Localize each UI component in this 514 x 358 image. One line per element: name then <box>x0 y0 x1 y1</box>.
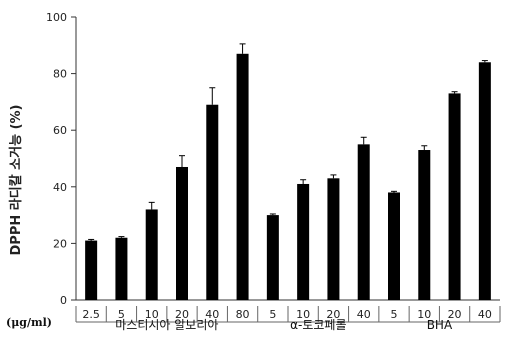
y-tick-label: 100 <box>46 11 67 24</box>
y-tick-label: 40 <box>53 181 67 194</box>
x-tick-label: 5 <box>269 308 276 321</box>
y-axis-label: DPPH 라디칼 소거능 (%) <box>8 105 24 256</box>
x-tick-label: 40 <box>478 308 492 321</box>
bar <box>176 166 188 300</box>
group-label: α-토코페롤 <box>290 318 346 332</box>
bar <box>388 192 400 300</box>
bars-layer <box>85 43 491 300</box>
x-tick-label: 20 <box>448 308 462 321</box>
y-tick-label: 0 <box>60 294 67 307</box>
x-tick-label: 2.5 <box>82 308 100 321</box>
bar <box>115 237 128 300</box>
x-tick-label: 20 <box>326 308 340 321</box>
bar <box>297 183 310 300</box>
x-tick-label: 5 <box>391 308 398 321</box>
y-tick-label: 20 <box>53 237 67 250</box>
bar <box>448 93 461 300</box>
x-tick-label: 10 <box>417 308 431 321</box>
x-tick-label: 40 <box>357 308 371 321</box>
x-unit-label: (μg/ml) <box>6 316 52 329</box>
bar <box>145 209 158 300</box>
y-tick-label: 80 <box>53 68 67 81</box>
x-tick-label: 5 <box>118 308 125 321</box>
x-tick-label: 40 <box>205 308 219 321</box>
bar <box>236 53 249 300</box>
group-label: 마스티시아 알보리아 <box>115 318 218 332</box>
bar <box>418 150 431 300</box>
group-label: BHA <box>427 318 453 332</box>
y-tick-label: 60 <box>53 124 67 137</box>
bar <box>357 144 370 300</box>
x-tick-label: 80 <box>236 308 250 321</box>
bar <box>327 178 340 300</box>
bar <box>266 215 279 300</box>
x-tick-label: 10 <box>296 308 310 321</box>
bar <box>478 62 491 300</box>
x-tick-label: 20 <box>175 308 189 321</box>
bar <box>85 240 98 300</box>
x-tick-label: 10 <box>145 308 159 321</box>
bar <box>206 104 219 300</box>
